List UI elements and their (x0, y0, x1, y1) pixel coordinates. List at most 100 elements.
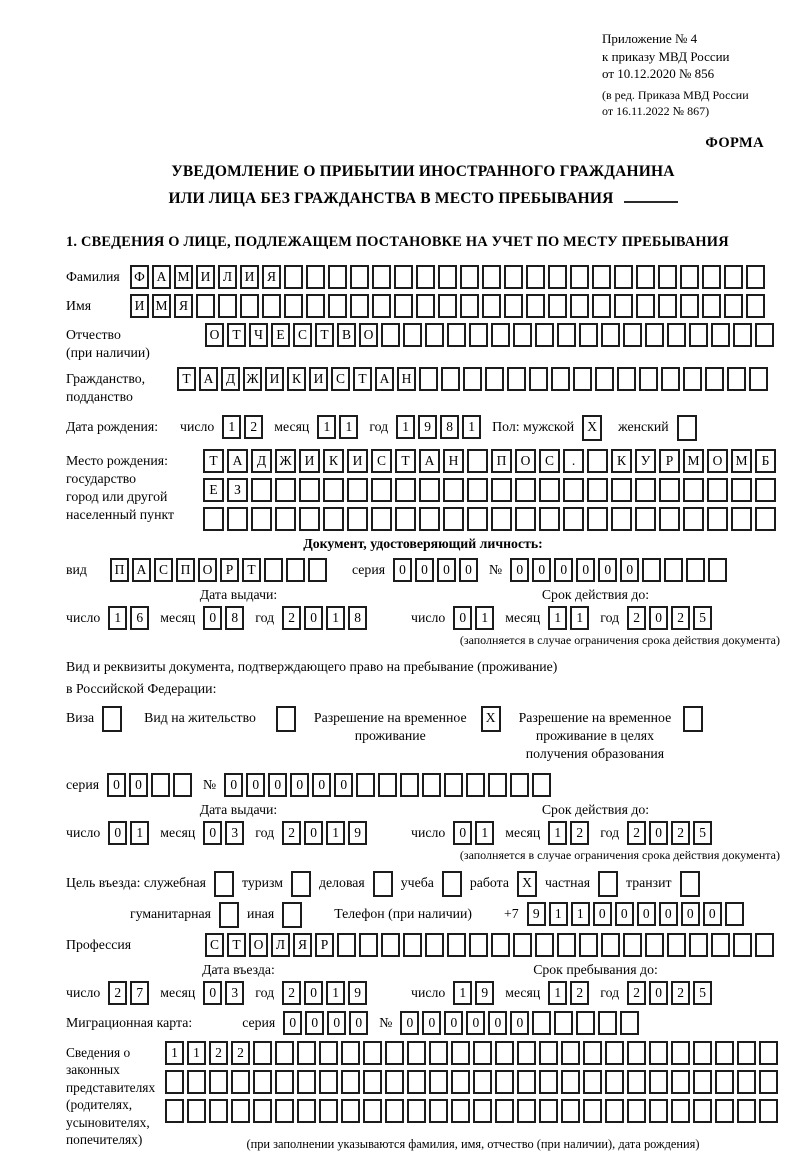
char-box[interactable]: И (347, 448, 368, 473)
char-box[interactable] (592, 265, 611, 290)
char-box[interactable]: 0 (304, 605, 324, 630)
char-box[interactable] (451, 1069, 470, 1094)
char-box[interactable] (686, 557, 706, 582)
char-box[interactable] (595, 367, 614, 392)
char-box[interactable] (328, 294, 347, 319)
char-box[interactable]: 1 (548, 605, 568, 630)
char-box[interactable] (308, 557, 327, 582)
char-box[interactable] (617, 367, 636, 392)
char-box[interactable]: Я (262, 265, 281, 290)
char-box[interactable] (642, 557, 662, 582)
char-box[interactable] (707, 477, 728, 502)
char-box[interactable] (395, 506, 416, 531)
char-box[interactable] (592, 294, 611, 319)
char-box[interactable] (711, 932, 730, 957)
char-box[interactable]: Н (443, 448, 464, 473)
char-box[interactable] (151, 772, 171, 797)
char-box[interactable] (297, 1098, 316, 1123)
char-box[interactable] (467, 506, 488, 531)
char-box[interactable] (447, 932, 466, 957)
char-box[interactable] (724, 265, 743, 290)
char-box[interactable]: И (130, 294, 149, 319)
char-box[interactable] (636, 265, 655, 290)
char-box[interactable]: 2 (231, 1040, 250, 1065)
char-box[interactable] (416, 294, 435, 319)
char-box[interactable] (658, 294, 677, 319)
char-box[interactable] (231, 1069, 250, 1094)
char-box[interactable] (253, 1069, 272, 1094)
char-box[interactable] (214, 870, 235, 897)
char-box[interactable]: Б (755, 448, 776, 473)
char-box[interactable] (683, 506, 704, 531)
char-box[interactable] (737, 1040, 756, 1065)
char-box[interactable] (561, 1069, 580, 1094)
char-box[interactable] (693, 1069, 712, 1094)
char-box[interactable] (702, 294, 721, 319)
char-box[interactable] (715, 1069, 734, 1094)
char-box[interactable] (469, 323, 488, 348)
char-box[interactable]: 2 (282, 980, 302, 1005)
char-box[interactable] (385, 1098, 404, 1123)
char-box[interactable]: И (240, 265, 259, 290)
char-box[interactable] (363, 1098, 382, 1123)
char-box[interactable]: X (480, 706, 501, 733)
char-box[interactable] (469, 932, 488, 957)
char-box[interactable]: Т (177, 367, 196, 392)
char-box[interactable] (576, 1010, 596, 1035)
char-box[interactable]: 0 (415, 557, 435, 582)
char-box[interactable] (407, 1069, 426, 1094)
char-box[interactable] (627, 1069, 646, 1094)
char-box[interactable] (422, 772, 442, 797)
char-box[interactable]: 0 (203, 980, 223, 1005)
char-box[interactable] (347, 477, 368, 502)
char-box[interactable] (620, 1010, 640, 1035)
char-box[interactable] (441, 870, 462, 897)
char-box[interactable]: 0 (466, 1010, 486, 1035)
char-box[interactable]: 0 (283, 1010, 303, 1035)
char-box[interactable] (510, 772, 530, 797)
char-box[interactable] (491, 477, 512, 502)
char-box[interactable]: 0 (459, 557, 479, 582)
char-box[interactable]: К (323, 448, 344, 473)
char-box[interactable] (515, 506, 536, 531)
char-box[interactable] (275, 1098, 294, 1123)
char-box[interactable] (573, 367, 592, 392)
char-box[interactable] (282, 901, 303, 928)
char-box[interactable]: 1 (108, 605, 128, 630)
char-box[interactable]: Д (251, 448, 272, 473)
char-box[interactable]: 0 (614, 901, 634, 926)
char-box[interactable] (463, 367, 482, 392)
char-box[interactable] (627, 1040, 646, 1065)
char-box[interactable]: 1 (165, 1040, 184, 1065)
char-box[interactable] (635, 477, 656, 502)
char-box[interactable]: О (198, 557, 217, 582)
char-box[interactable] (341, 1069, 360, 1094)
char-box[interactable]: 0 (680, 901, 700, 926)
char-box[interactable] (218, 294, 237, 319)
char-box[interactable] (395, 477, 416, 502)
char-box[interactable]: 9 (418, 414, 438, 439)
char-box[interactable]: М (683, 448, 704, 473)
char-box[interactable] (583, 1040, 602, 1065)
char-box[interactable] (381, 323, 400, 348)
char-box[interactable] (645, 323, 664, 348)
char-box[interactable]: 9 (526, 901, 546, 926)
char-box[interactable]: И (309, 367, 328, 392)
char-box[interactable]: 9 (348, 820, 368, 845)
char-box[interactable] (444, 772, 464, 797)
char-box[interactable] (661, 367, 680, 392)
char-box[interactable]: И (299, 448, 320, 473)
char-box[interactable]: П (110, 557, 129, 582)
char-box[interactable]: Т (353, 367, 372, 392)
char-box[interactable] (394, 294, 413, 319)
char-box[interactable]: 1 (317, 414, 337, 439)
char-box[interactable] (451, 1098, 470, 1123)
char-box[interactable]: А (419, 448, 440, 473)
char-box[interactable] (286, 557, 305, 582)
char-box[interactable]: Ж (275, 448, 296, 473)
char-box[interactable]: 1 (570, 901, 590, 926)
char-box[interactable]: 0 (349, 1010, 369, 1035)
char-box[interactable]: А (132, 557, 151, 582)
char-box[interactable] (495, 1069, 514, 1094)
char-box[interactable]: 6 (130, 605, 150, 630)
